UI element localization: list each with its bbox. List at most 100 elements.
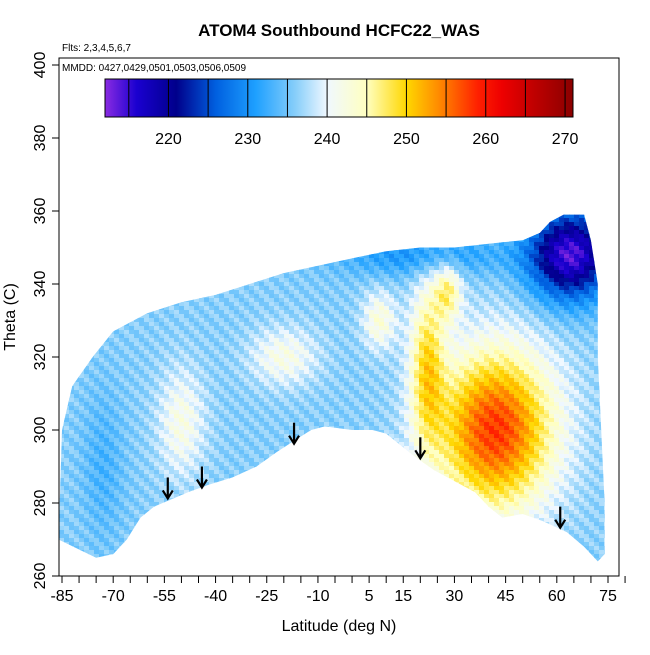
heatmap-cell — [99, 294, 105, 299]
heatmap-cell — [99, 138, 105, 143]
heatmap-cell — [109, 518, 115, 523]
heatmap-cell — [124, 310, 130, 315]
heatmap-cell — [214, 250, 220, 255]
heatmap-cell — [199, 242, 205, 247]
heatmap-cell — [224, 434, 230, 439]
heatmap-cell — [239, 182, 245, 187]
heatmap-cell — [179, 306, 185, 311]
heatmap-cell — [244, 226, 250, 231]
heatmap-cell — [224, 74, 230, 79]
heatmap-cell — [229, 502, 235, 507]
heatmap-cell — [209, 122, 215, 127]
heatmap-cell — [89, 362, 95, 367]
heatmap-cell — [229, 122, 235, 127]
heatmap-cell — [114, 514, 120, 519]
heatmap-cell — [189, 346, 195, 351]
heatmap-cell — [109, 422, 115, 427]
heatmap-cell — [129, 150, 135, 155]
heatmap-cell — [184, 466, 190, 471]
heatmap-cell — [119, 442, 125, 447]
heatmap-cell — [199, 390, 205, 395]
heatmap-cell — [74, 478, 80, 483]
heatmap-cell — [169, 510, 175, 515]
heatmap-cell — [244, 274, 250, 279]
heatmap-cell — [89, 458, 95, 463]
heatmap-cell — [124, 274, 130, 279]
heatmap-cell — [229, 422, 235, 427]
heatmap-cell — [144, 466, 150, 471]
heatmap-cell — [159, 554, 165, 559]
heatmap-cell — [234, 570, 240, 575]
heatmap-cell — [94, 458, 100, 463]
heatmap-cell — [149, 202, 155, 207]
heatmap-cell — [234, 302, 240, 307]
heatmap-cell — [89, 90, 95, 95]
heatmap-cell — [119, 298, 125, 303]
heatmap-cell — [219, 562, 225, 567]
heatmap-cell — [209, 242, 215, 247]
heatmap-cell — [194, 298, 200, 303]
heatmap-cell — [64, 354, 70, 359]
heatmap-cell — [119, 338, 125, 343]
heatmap-cell — [114, 238, 120, 243]
heatmap-cell — [169, 398, 175, 403]
heatmap-cell — [239, 502, 245, 507]
heatmap-cell — [199, 218, 205, 223]
heatmap-cell — [129, 138, 135, 143]
heatmap-cell — [64, 278, 70, 283]
heatmap-cell — [139, 450, 145, 455]
heatmap-cell — [139, 190, 145, 195]
heatmap-cell — [179, 382, 185, 387]
heatmap-cell — [94, 262, 100, 267]
heatmap-cell — [84, 214, 90, 219]
heatmap-cell — [89, 246, 95, 251]
heatmap-cell — [134, 358, 140, 363]
heatmap-cell — [104, 134, 110, 139]
heatmap-cell — [64, 238, 70, 243]
heatmap-cell — [189, 242, 195, 247]
heatmap-cell — [174, 378, 180, 383]
heatmap-cell — [169, 342, 175, 347]
heatmap-cell — [169, 430, 175, 435]
heatmap-cell — [59, 546, 65, 551]
heatmap-cell — [64, 438, 70, 443]
heatmap-cell — [104, 74, 110, 79]
heatmap-cell — [174, 366, 180, 371]
heatmap-cell — [64, 362, 70, 367]
heatmap-cell — [144, 406, 150, 411]
heatmap-cell — [134, 398, 140, 403]
heatmap-cell — [189, 562, 195, 567]
heatmap-cell — [179, 226, 185, 231]
heatmap-cell — [229, 170, 235, 175]
heatmap-cell — [244, 570, 250, 575]
heatmap-cell — [234, 506, 240, 511]
heatmap-cell — [94, 510, 100, 515]
heatmap-cell — [139, 142, 145, 147]
heatmap-cell — [124, 338, 130, 343]
heatmap-cell — [229, 338, 235, 343]
heatmap-cell — [104, 566, 110, 571]
heatmap-cell — [109, 334, 115, 339]
heatmap-cell — [229, 182, 235, 187]
heatmap-cell — [84, 494, 90, 499]
heatmap-cell — [159, 246, 165, 251]
heatmap-cell — [59, 230, 65, 235]
heatmap-cell — [109, 242, 115, 247]
heatmap-cell — [179, 210, 185, 215]
heatmap-cell — [134, 322, 140, 327]
heatmap-cell — [144, 266, 150, 271]
heatmap-cell — [179, 190, 185, 195]
heatmap-cell — [224, 214, 230, 219]
heatmap-cell — [134, 550, 140, 555]
heatmap-cell — [229, 166, 235, 171]
heatmap-cell — [164, 162, 170, 167]
heatmap-cell — [174, 354, 180, 359]
heatmap-cell — [159, 530, 165, 535]
heatmap-cell — [124, 370, 130, 375]
heatmap-cell — [204, 362, 210, 367]
heatmap-cell — [174, 318, 180, 323]
heatmap-cell — [144, 334, 150, 339]
heatmap-cell — [194, 570, 200, 575]
heatmap-cell — [189, 138, 195, 143]
heatmap-cell — [214, 234, 220, 239]
